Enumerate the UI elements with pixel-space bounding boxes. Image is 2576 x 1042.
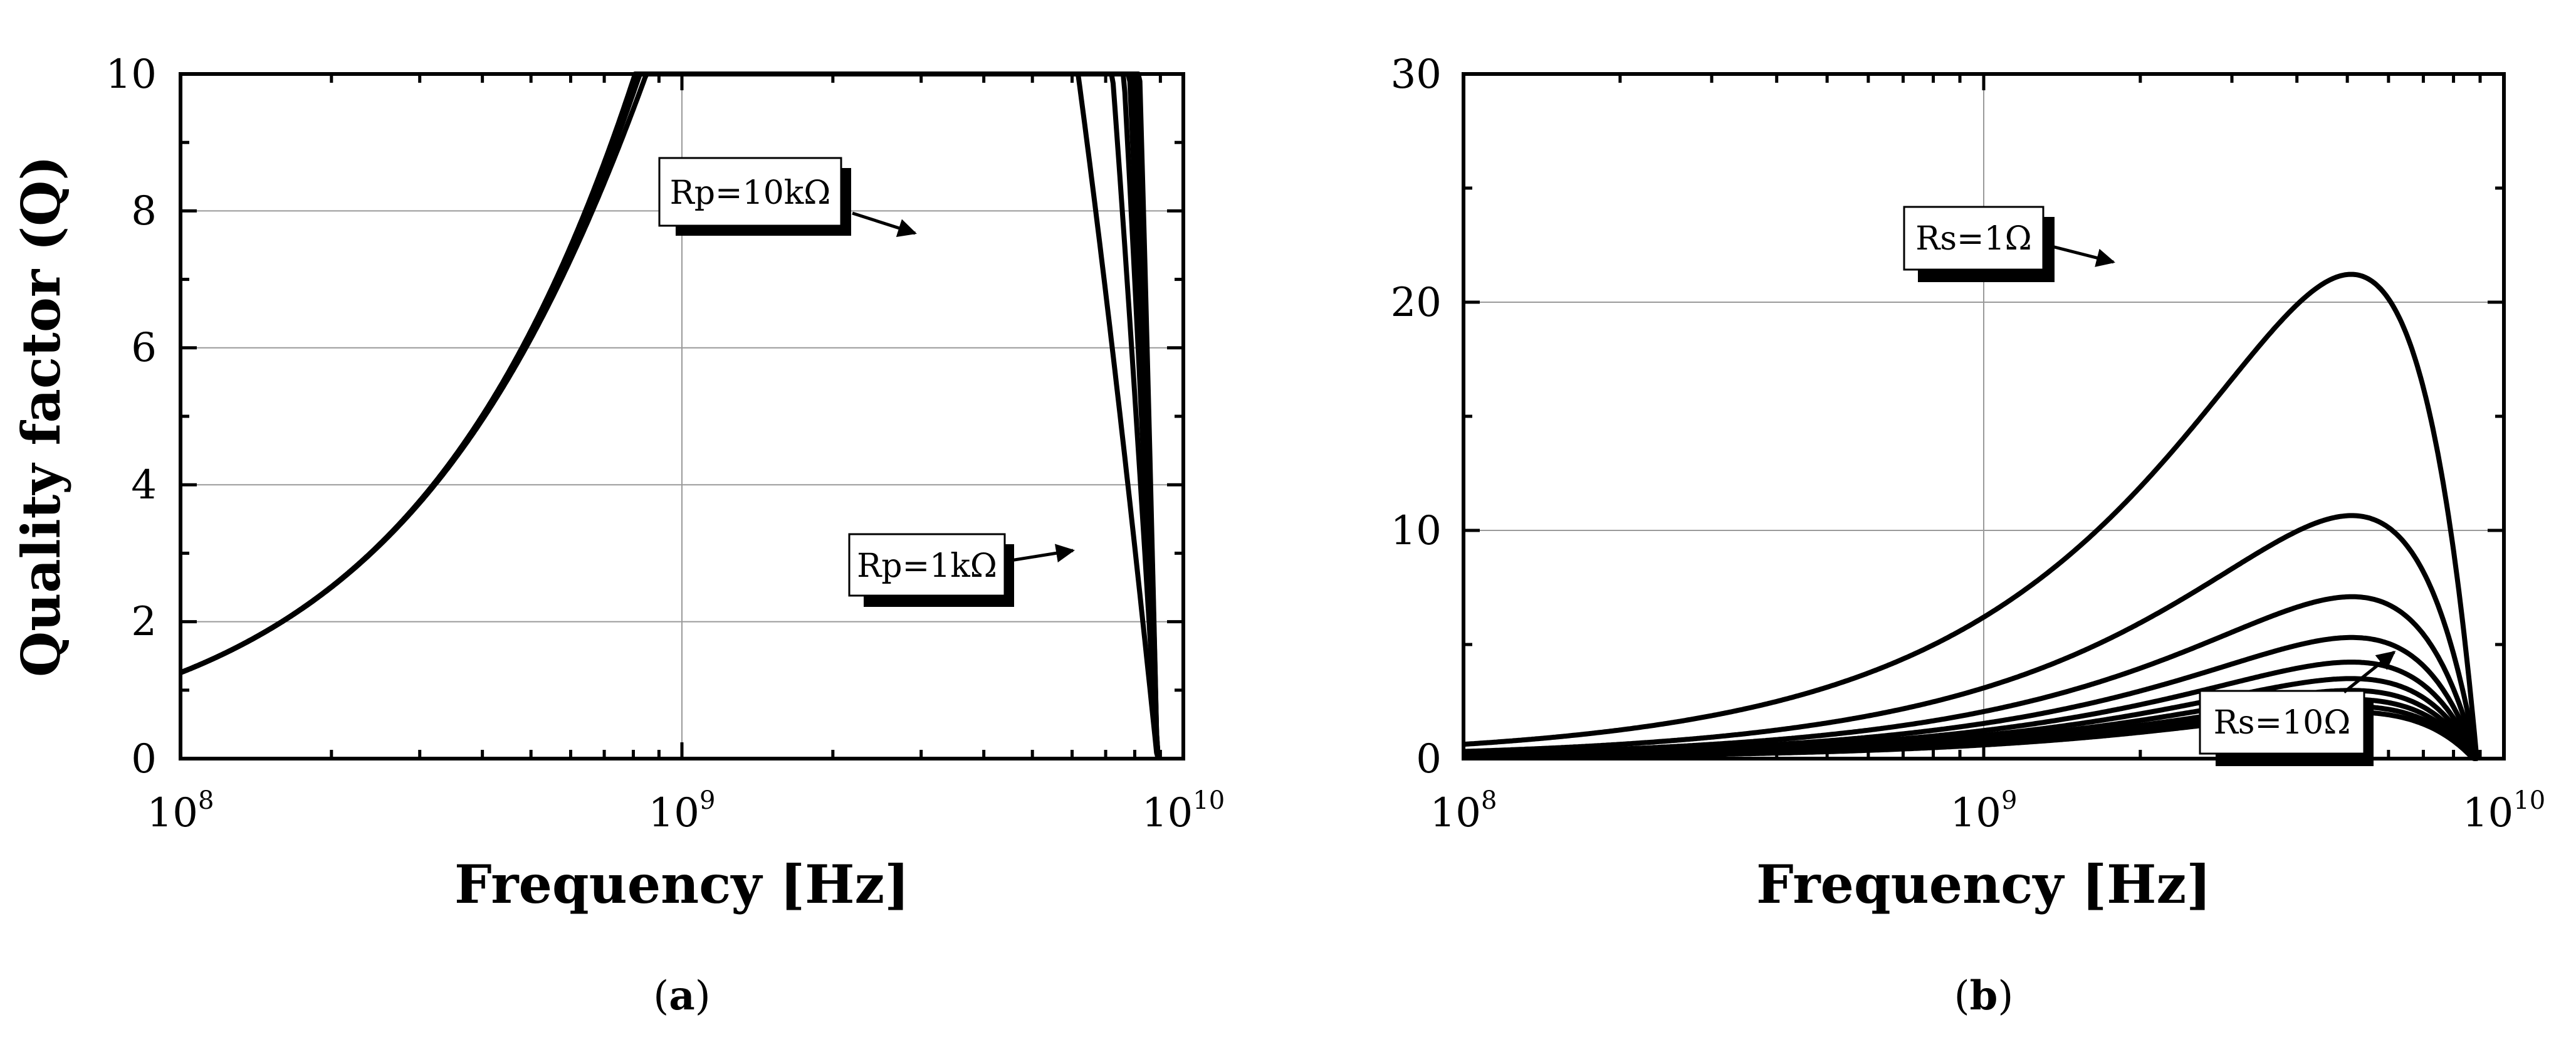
ticks-a xyxy=(179,72,1185,760)
panel-b: 0 10 20 30 108 109 1010 Frequency [Hz] R… xyxy=(1391,51,2546,1019)
y-tick-label: 30 xyxy=(1391,51,1442,98)
annotation-rs-1: Rs=1Ω xyxy=(1903,206,2115,282)
panel-a: 0 2 4 6 8 10 108 109 1010 Frequency [Hz]… xyxy=(10,51,1225,1019)
x-axis-title: Frequency [Hz] xyxy=(454,853,909,915)
panel-caption-b: (b) xyxy=(1954,972,2014,1019)
panel-caption-letter: b xyxy=(1970,972,1998,1019)
y-tick-label: 0 xyxy=(131,736,157,782)
x-tick-label: 109 xyxy=(1950,786,2018,836)
x-tick-label: 108 xyxy=(147,786,214,836)
y-tick-label: 0 xyxy=(1416,736,1442,782)
x-tick-label: 1010 xyxy=(2463,786,2545,836)
series-line xyxy=(1462,271,2481,760)
x-tick-label: 109 xyxy=(649,786,716,836)
y-tick-label: 10 xyxy=(106,51,157,98)
y-tick-label: 4 xyxy=(131,462,157,508)
panel-caption-a: (a) xyxy=(653,972,710,1019)
y-tick-label: 2 xyxy=(131,599,157,645)
y-axis-title: Quality factor (Q) xyxy=(10,155,72,677)
grid-b xyxy=(1463,74,2504,759)
annotation-label: Rp=1kΩ xyxy=(857,547,997,585)
panel-caption-letter: a xyxy=(669,972,694,1019)
x-tick-label: 1010 xyxy=(1142,786,1225,836)
curves-b xyxy=(1462,271,2481,761)
annotation-label: Rs=10Ω xyxy=(2214,704,2351,742)
y-tick-label: 20 xyxy=(1391,280,1442,326)
x-axis-title: Frequency [Hz] xyxy=(1756,853,2211,915)
annotation-rp-10k: Rp=10kΩ xyxy=(658,157,917,238)
y-tick-label: 8 xyxy=(131,188,157,234)
x-tick-label: 108 xyxy=(1430,786,1497,836)
annotation-rs-10: Rs=10Ω xyxy=(2199,651,2396,766)
series-line xyxy=(1462,513,2480,760)
annotation-label: Rp=10kΩ xyxy=(670,174,831,212)
y-tick-label: 10 xyxy=(1391,508,1442,554)
annotation-label: Rs=1Ω xyxy=(1915,220,2032,258)
y-tick-label: 6 xyxy=(131,325,157,371)
annotation-rp-1k: Rp=1kΩ xyxy=(848,533,1075,607)
